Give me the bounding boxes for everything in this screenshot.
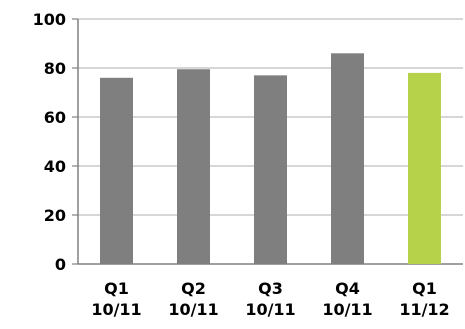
bar-3 bbox=[254, 75, 287, 264]
x-category-label-5-line-1: Q1 bbox=[412, 279, 437, 298]
y-tick-label-40: 40 bbox=[44, 157, 66, 176]
x-category-label-4-line-1: Q4 bbox=[335, 279, 360, 298]
x-category-label-1-line-2: 10/11 bbox=[91, 300, 141, 319]
bar-1 bbox=[100, 77, 133, 264]
y-tick-label-0: 0 bbox=[55, 255, 66, 274]
y-tick-label-100: 100 bbox=[33, 10, 66, 29]
y-tick-labels: 0 20 40 60 80 100 bbox=[33, 10, 66, 274]
y-tick-label-20: 20 bbox=[44, 206, 66, 225]
y-tick-label-60: 60 bbox=[44, 108, 66, 127]
x-category-label-2-line-1: Q2 bbox=[181, 279, 206, 298]
bar-2 bbox=[177, 69, 210, 264]
x-category-label-1-line-1: Q1 bbox=[104, 279, 129, 298]
x-category-label-2-line-2: 10/11 bbox=[168, 300, 218, 319]
x-category-label-5-line-2: 11/12 bbox=[399, 300, 449, 319]
bars bbox=[100, 53, 441, 265]
bar-4 bbox=[331, 53, 364, 264]
y-tick-label-80: 80 bbox=[44, 59, 66, 78]
x-category-label-4-line-2: 10/11 bbox=[322, 300, 372, 319]
bar-5 bbox=[408, 72, 441, 265]
x-category-label-3-line-2: 10/11 bbox=[245, 300, 295, 319]
x-category-label-3-line-1: Q3 bbox=[258, 279, 283, 298]
x-category-labels: Q1 10/11 Q2 10/11 Q3 10/11 Q4 10/11 Q1 11/12 bbox=[91, 279, 449, 319]
